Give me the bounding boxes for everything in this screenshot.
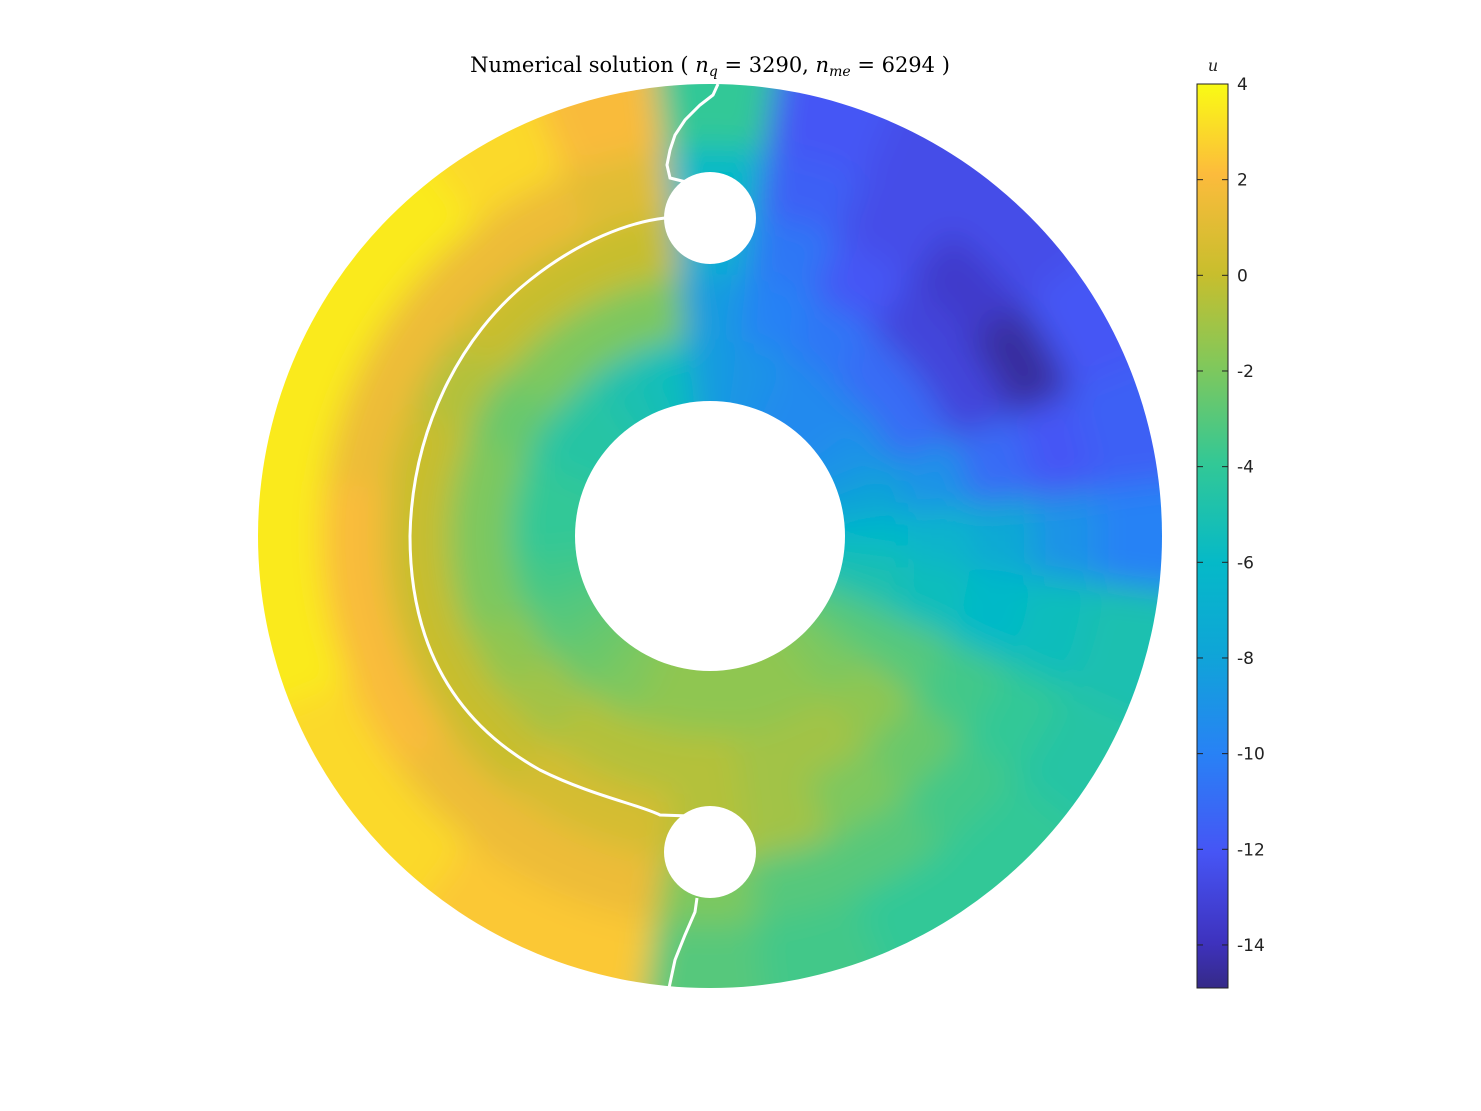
field-cell [258, 336, 354, 490]
title-part: = 6294 ) [851, 53, 950, 77]
colorbar-tick-label: 2 [1237, 171, 1248, 191]
colorbar-tick-label: -12 [1237, 840, 1265, 860]
colorbar-tick-label: 4 [1237, 75, 1248, 95]
upper-hole [664, 172, 756, 264]
contour-line [665, 83, 720, 184]
title-part: n [695, 53, 709, 77]
title-part: = 3290, [718, 53, 816, 77]
colorbar-tick-label: -2 [1237, 362, 1254, 382]
contour-line [667, 897, 699, 989]
title-subscript: q [709, 64, 718, 80]
field-cell [1066, 582, 1162, 736]
field-cell [968, 489, 1036, 583]
field-cell [384, 489, 452, 583]
title-subscript: me [829, 64, 851, 80]
field-cell [638, 84, 782, 152]
field-cell [258, 464, 326, 608]
colorbar-ticks: 4 2 0 -2 -4 -6 -8 -10 -12 -14 [1197, 75, 1265, 956]
field [258, 84, 1162, 988]
field-cell [320, 480, 389, 592]
colorbar-label: u [1208, 56, 1218, 75]
colorbar-tick-label: -14 [1237, 936, 1265, 956]
colorbar [1196, 83, 1229, 989]
field-cell [510, 892, 664, 988]
contour-lines [408, 83, 720, 989]
inner-hole [575, 401, 845, 671]
colorbar-tick-label: -10 [1237, 745, 1265, 765]
colorbar-tick-label: -6 [1237, 553, 1254, 573]
field-cell [638, 920, 782, 988]
title-part: Numerical solution ( [470, 53, 695, 77]
colorbar-tick-label: -4 [1237, 458, 1254, 478]
colorbar-tick-label: -8 [1237, 649, 1254, 669]
field-cell [756, 84, 910, 180]
contour-line [408, 216, 691, 818]
colorbar-tick-label: 0 [1237, 266, 1248, 286]
field-clip [258, 84, 1162, 988]
field-cell [1094, 464, 1162, 608]
lower-hole [664, 806, 756, 898]
title-part: n [816, 53, 830, 77]
field-cell [1031, 480, 1100, 592]
chart-title: Numerical solution ( nq = 3290, nme = 62… [470, 53, 950, 80]
